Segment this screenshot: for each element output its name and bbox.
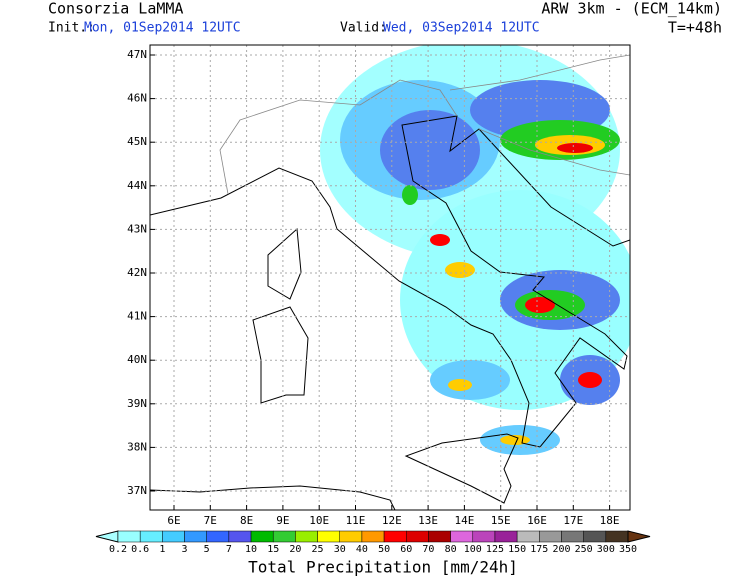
- colorbar-swatch: [494, 530, 518, 543]
- lat-label: 44N: [127, 179, 147, 192]
- coastlines: [150, 115, 630, 510]
- colorbar-label: 250: [575, 544, 593, 555]
- colorbar-swatch: [228, 530, 252, 543]
- colorbar-swatch: [472, 530, 496, 543]
- colorbar-swatch: [605, 530, 629, 543]
- colorbar-label: 25: [312, 544, 324, 555]
- colorbar-arrow-low: [95, 530, 119, 543]
- colorbar-label: 60: [400, 544, 412, 555]
- colorbar-label: 70: [422, 544, 434, 555]
- init-value: Mon, 01Sep2014 12UTC: [84, 21, 241, 36]
- lon-label: 16E: [527, 514, 547, 527]
- colorbar-label: 300: [597, 544, 615, 555]
- lon-label: 12E: [382, 514, 402, 527]
- lon-label: 10E: [309, 514, 329, 527]
- lat-label: 37N: [127, 484, 147, 497]
- colorbar-label: 200: [552, 544, 570, 555]
- colorbar-label: 5: [204, 544, 210, 555]
- model: ARW 3km - (ECM_14km): [541, 0, 722, 18]
- colorbar-label: 50: [378, 544, 390, 555]
- colorbar-swatch: [272, 530, 296, 543]
- precipitation-field: [320, 45, 630, 455]
- colorbar-label: 15: [267, 544, 279, 555]
- colorbar-swatch: [250, 530, 274, 543]
- lat-label: 42N: [127, 266, 147, 279]
- colorbar-swatch: [339, 530, 363, 543]
- graticule: 47N 46N 45N 44N 43N 42N 41N 40N 39N 38N 37N 6E 7E 8E 9…: [127, 45, 630, 527]
- lon-label: 15E: [491, 514, 511, 527]
- colorbar-label: 40: [356, 544, 368, 555]
- valid-value: Wed, 03Sep2014 12UTC: [383, 21, 540, 36]
- lat-label: 38N: [127, 440, 147, 453]
- colorbar-label: 7: [226, 544, 232, 555]
- colorbar-swatch: [162, 530, 185, 543]
- colorbar-swatch: [516, 530, 540, 543]
- colorbar-label: 0.2: [109, 544, 127, 555]
- colorbar-label: 175: [530, 544, 548, 555]
- colorbar-label: 20: [289, 544, 301, 555]
- colorbar-label: 10: [245, 544, 257, 555]
- title: Consorzia LaMMA: [48, 0, 183, 18]
- colorbar-swatch: [295, 530, 318, 543]
- colorbar-swatch: [117, 530, 141, 543]
- colorbar-arrow-high: [627, 530, 651, 543]
- colorbar-swatch: [561, 530, 584, 543]
- valid-label: Valid:: [340, 21, 387, 36]
- colorbar-swatch: [184, 530, 207, 543]
- lon-label: 7E: [204, 514, 217, 527]
- lon-label: 18E: [600, 514, 620, 527]
- lon-label: 17E: [563, 514, 583, 527]
- lat-label: 40N: [127, 353, 147, 366]
- colorbar-label: 30: [334, 544, 346, 555]
- lon-label: 14E: [454, 514, 474, 527]
- map-frame: [149, 44, 631, 511]
- colorbar-label: 1: [159, 544, 165, 555]
- lon-label: 6E: [167, 514, 180, 527]
- colorbar-swatch: [450, 530, 474, 543]
- colorbar-label: 100: [464, 544, 482, 555]
- lat-label: 43N: [127, 222, 147, 235]
- colorbar-swatch: [539, 530, 562, 543]
- borders: [219, 54, 630, 195]
- colorbar-swatch: [139, 530, 163, 543]
- lat-label: 47N: [127, 48, 147, 61]
- init-label: Init.:: [48, 21, 95, 36]
- lat-label: 41N: [127, 310, 147, 323]
- lat-label: 39N: [127, 397, 147, 410]
- colorbar-label: 0.6: [131, 544, 149, 555]
- colorbar-swatch: [206, 530, 230, 543]
- colorbar-label: 125: [486, 544, 504, 555]
- colorbar-swatch: [583, 530, 607, 543]
- lon-label: 8E: [240, 514, 253, 527]
- colorbar-label: 350: [619, 544, 637, 555]
- colorbar: 0.2 0.6 1 3 5 7 10 15 20 25 30 40 50 60 70 80 100 125 150 1…: [95, 530, 651, 555]
- colorbar-label: 80: [445, 544, 457, 555]
- colorbar-title: Total Precipitation [mm/24h]: [248, 558, 518, 577]
- lat-label: 45N: [127, 135, 147, 148]
- colorbar-swatch: [428, 530, 451, 543]
- colorbar-label: 3: [182, 544, 188, 555]
- lon-label: 13E: [418, 514, 438, 527]
- colorbar-label: 150: [508, 544, 526, 555]
- colorbar-swatch: [361, 530, 385, 543]
- lead-time: T=+48h: [668, 19, 722, 37]
- lon-label: 9E: [276, 514, 289, 527]
- colorbar-swatch: [317, 530, 340, 543]
- lon-label: 11E: [346, 514, 366, 527]
- colorbar-swatch: [383, 530, 407, 543]
- lat-label: 46N: [127, 92, 147, 105]
- colorbar-swatch: [406, 530, 429, 543]
